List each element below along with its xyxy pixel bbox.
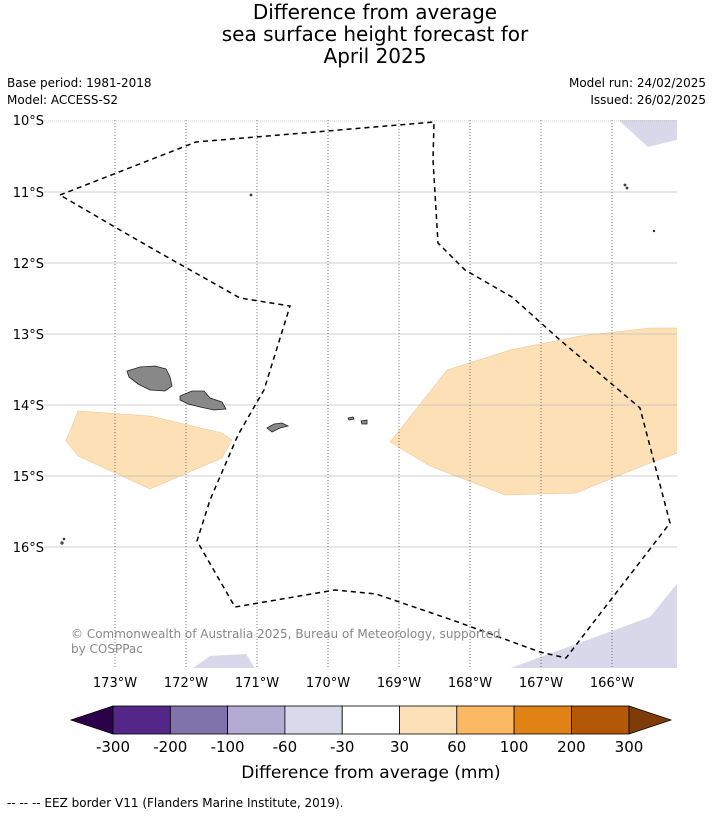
meta-right: Model run: 24/02/2025 Issued: 26/02/2025 <box>569 75 706 109</box>
colorbar-high-extend <box>628 705 673 735</box>
colorbar-segment <box>112 705 171 735</box>
latitude-labels: 10°S 11°S 12°S 13°S 14°S 15°S 16°S <box>13 114 44 556</box>
colorbar <box>69 705 673 735</box>
colorbar-segment <box>284 705 343 735</box>
chart-title: Difference from average sea surface heig… <box>0 1 713 67</box>
colorbar-tick-label: 30 <box>390 738 409 756</box>
positive-anomaly-east <box>389 327 677 496</box>
colorbar-segment <box>169 705 229 735</box>
negative-anomaly-south <box>192 654 255 668</box>
negative-anomaly-northeast <box>618 120 677 147</box>
copyright-line-2: by COSPPac <box>71 642 143 656</box>
lon-label: 170°W <box>306 676 350 691</box>
tokelau-islet-2 <box>625 186 629 190</box>
lat-label: 16°S <box>13 541 44 556</box>
colorbar-tick-label: -30 <box>330 738 355 756</box>
lon-label: 173°W <box>93 676 137 691</box>
colorbar-segment <box>571 705 630 735</box>
title-line-2: sea surface height forecast for <box>221 22 529 46</box>
tokelau-islet-1 <box>623 183 627 187</box>
tau-islet <box>360 419 368 425</box>
copyright-notice: © Commonwealth of Australia 2025, Bureau… <box>71 627 501 656</box>
colorbar-segment <box>399 705 458 735</box>
negative-anomaly-southeast <box>510 583 677 668</box>
eez-borders <box>59 121 671 659</box>
colorbar-tick-label: 300 <box>615 738 644 756</box>
map-plot-area <box>44 120 677 668</box>
colorbar-tick-label: -200 <box>153 738 187 756</box>
colorbar-segment <box>341 705 400 735</box>
lon-label: 172°W <box>164 676 208 691</box>
colorbar-tick-label: 60 <box>447 738 466 756</box>
colorbar-low-extend <box>69 705 114 735</box>
colorbar-tick-label: 200 <box>557 738 586 756</box>
lat-label: 10°S <box>13 114 44 129</box>
model-text: Model: ACCESS-S2 <box>7 93 119 107</box>
lat-label: 11°S <box>13 186 44 201</box>
colorbar-segment <box>513 705 572 735</box>
lat-label: 12°S <box>13 257 44 272</box>
wallis-islet-1 <box>60 541 64 545</box>
lat-label: 14°S <box>13 399 44 414</box>
footer-legend: -- -- -- EEZ border V11 (Flanders Marine… <box>7 796 344 810</box>
issued-text: Issued: 26/02/2025 <box>590 93 706 107</box>
base-period-text: Base period: 1981-2018 <box>7 76 152 90</box>
colorbar-tick-label: 100 <box>500 738 529 756</box>
eez-border-line-1 <box>59 121 671 659</box>
lat-label: 15°S <box>13 470 44 485</box>
colorbar-tick-label: -60 <box>273 738 298 756</box>
lon-label: 168°W <box>448 676 492 691</box>
savaii-island <box>126 365 173 392</box>
wallis-islet-2 <box>62 537 66 541</box>
colorbar-ticks: -300 -200 -100 -60 -30 30 60 100 200 300 <box>96 738 643 756</box>
tutuila-island <box>266 422 290 433</box>
title-line-3: April 2025 <box>323 44 427 68</box>
lat-label: 13°S <box>13 328 44 343</box>
upolu-island <box>179 390 227 411</box>
lon-label: 166°W <box>590 676 634 691</box>
colorbar-tick-label: -300 <box>96 738 130 756</box>
colorbar-segment <box>227 705 286 735</box>
longitude-labels: 173°W 172°W 171°W 170°W 169°W 168°W 167°… <box>93 676 634 691</box>
land-masses <box>60 183 656 545</box>
latitude-gridlines <box>44 120 677 548</box>
lon-label: 169°W <box>377 676 421 691</box>
ofu-islet <box>347 416 355 421</box>
lon-label: 171°W <box>235 676 279 691</box>
model-run-text: Model run: 24/02/2025 <box>568 76 706 90</box>
colorbar-segment <box>456 705 515 735</box>
title-line-1: Difference from average <box>252 0 498 24</box>
meta-left: Base period: 1981-2018 Model: ACCESS-S2 <box>7 75 152 109</box>
lon-label: 167°W <box>519 676 563 691</box>
tokelau-islet-3 <box>652 229 656 233</box>
colorbar-label: Difference from average (mm) <box>241 763 500 783</box>
colorbar-tick-label: -100 <box>211 738 245 756</box>
swains-islet <box>249 193 253 197</box>
copyright-line-1: © Commonwealth of Australia 2025, Bureau… <box>71 627 501 641</box>
positive-anomaly-west <box>65 410 233 490</box>
